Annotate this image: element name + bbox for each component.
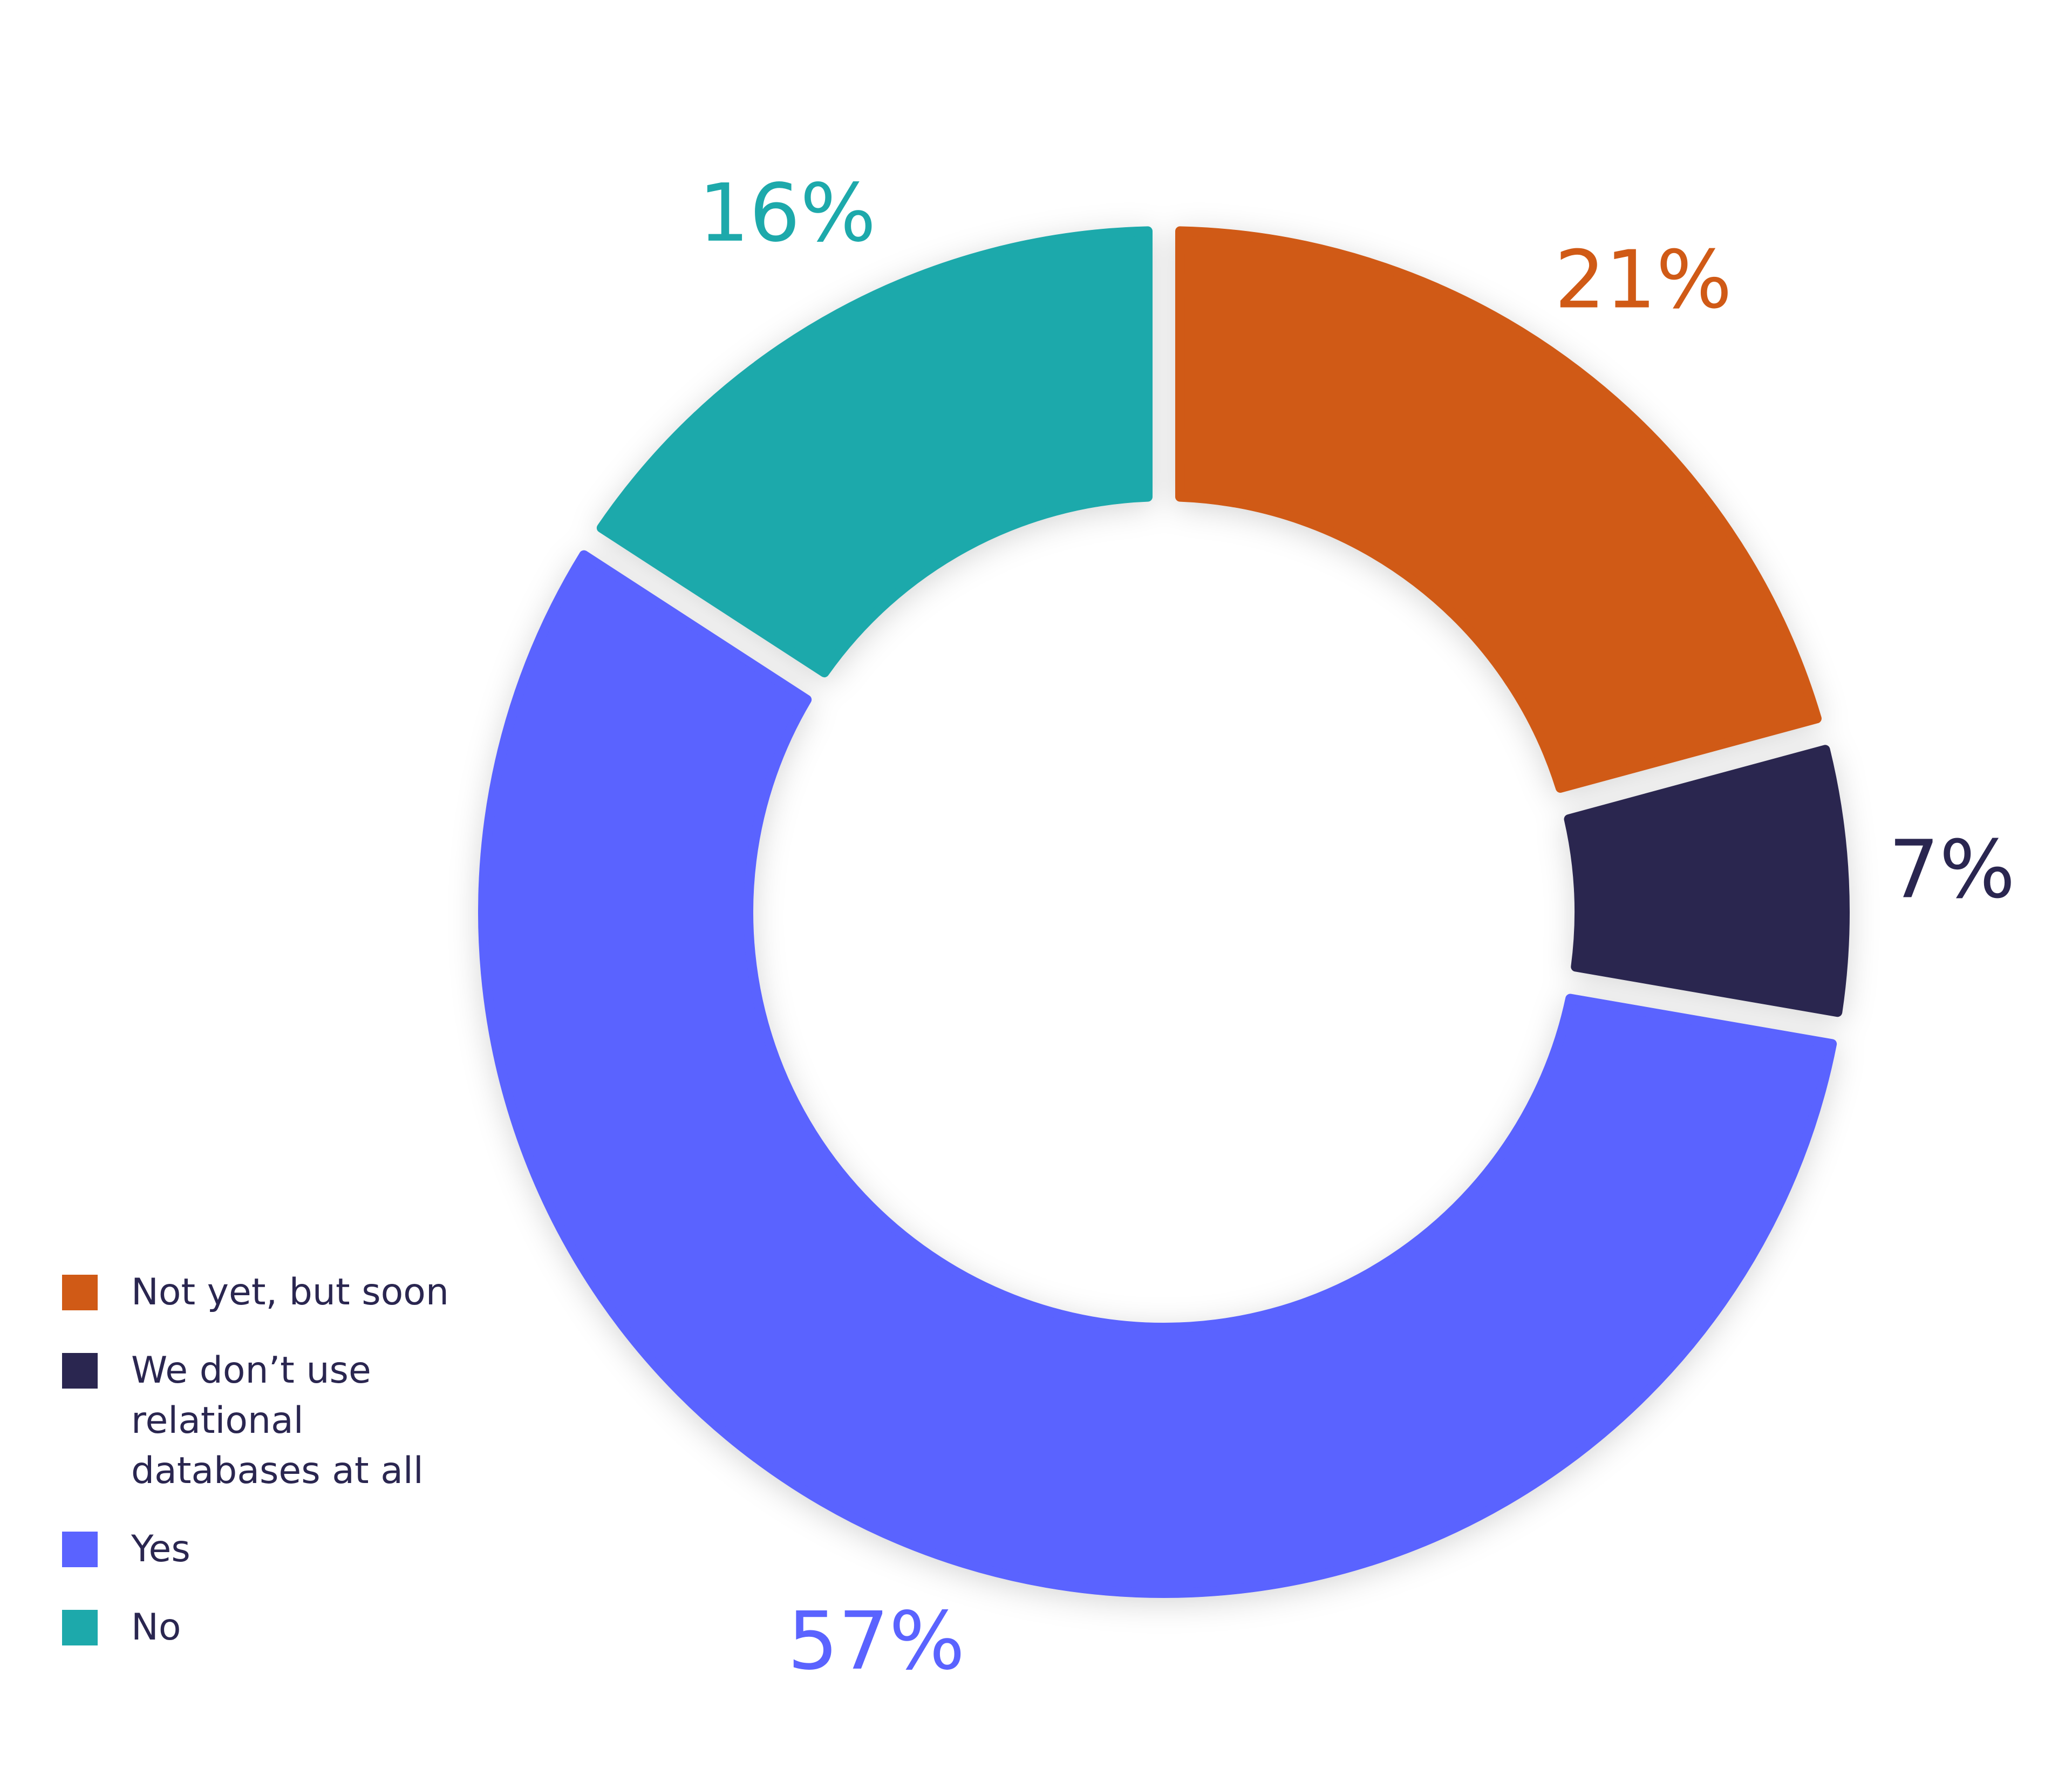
value-label: 57%	[787, 1595, 965, 1688]
value-label: 16%	[699, 167, 876, 260]
legend-label: Not yet, but soon	[131, 1271, 449, 1314]
legend-label: We don’t use relational databases at all	[131, 1349, 424, 1492]
legend-swatch	[62, 1353, 98, 1389]
legend-swatch	[62, 1610, 98, 1645]
legend-item: No	[62, 1602, 451, 1652]
legend-label: Yes	[131, 1528, 190, 1570]
slice	[596, 226, 1153, 678]
legend-label: No	[131, 1606, 181, 1649]
legend-item: Yes	[62, 1524, 451, 1574]
legend-swatch	[62, 1275, 98, 1310]
slice	[1175, 226, 1822, 793]
legend-swatch	[62, 1532, 98, 1567]
legend: Not yet, but soon We don’t use relational…	[62, 1267, 451, 1652]
legend-item: Not yet, but soon	[62, 1267, 451, 1317]
slice	[1564, 745, 1850, 1017]
value-label: 21%	[1555, 233, 1732, 326]
slice	[478, 550, 1837, 1598]
value-label: 7%	[1889, 823, 2015, 916]
legend-item: We don’t use relational databases at all	[62, 1345, 451, 1496]
donut	[478, 226, 1850, 1598]
